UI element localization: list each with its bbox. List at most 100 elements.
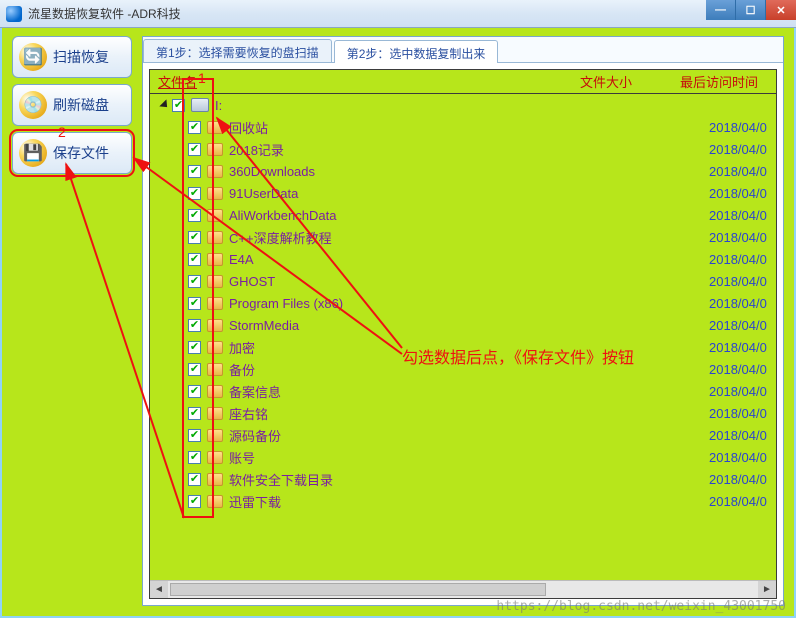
file-name: 360Downloads [229,164,609,179]
folder-icon [207,275,223,288]
folder-icon [207,143,223,156]
folder-icon [207,385,223,398]
file-row[interactable]: ✔91UserData2018/04/0 [150,182,776,204]
folder-icon [207,165,223,178]
checkbox[interactable]: ✔ [188,275,201,288]
col-lastaccess[interactable]: 最后访问时间 [680,72,776,91]
file-row[interactable]: ✔ 加密 2018/04/0 [150,336,776,358]
file-name: 座右铭 [229,404,609,423]
checkbox[interactable]: ✔ [188,473,201,486]
checkbox[interactable]: ✔ [188,451,201,464]
client-area: 🔄 扫描恢复 💿 刷新磁盘 💾 保存文件 第1步：选择需要恢复的盘扫描 第2步：… [0,28,796,618]
folder-icon [207,363,223,376]
file-row[interactable]: ✔座右铭2018/04/0 [150,402,776,424]
scan-recover-button[interactable]: 🔄 扫描恢复 [12,36,132,78]
file-date: 2018/04/0 [709,230,767,245]
checkbox[interactable]: ✔ [188,187,201,200]
scroll-thumb[interactable] [170,583,546,596]
file-name: 加密 [229,338,609,357]
file-row[interactable]: ✔回收站2018/04/0 [150,116,776,138]
file-date: 2018/04/0 [709,296,767,311]
checkbox[interactable]: ✔ [188,209,201,222]
app-icon [6,6,22,22]
sidebar-btn-label: 刷新磁盘 [53,95,109,115]
tab-step2[interactable]: 第2步：选中数据复制出来 [334,40,499,63]
file-row[interactable]: ✔C++深度解析教程2018/04/0 [150,226,776,248]
file-name: E4A [229,252,609,267]
file-date: 2018/04/0 [709,208,767,223]
file-row[interactable]: ✔ 软件安全下载目录 2018/04/0 [150,468,776,490]
tab-step1[interactable]: 第1步：选择需要恢复的盘扫描 [143,39,332,62]
file-name: 软件安全下载目录 [229,470,609,489]
file-row[interactable]: ✔迅雷下载2018/04/0 [150,490,776,512]
checkbox[interactable]: ✔ [188,429,201,442]
file-row[interactable]: ✔ StormMedia 2018/04/0 [150,314,776,336]
file-row[interactable]: ✔AliWorkbenchData2018/04/0 [150,204,776,226]
root-label: I: [215,98,595,113]
file-name: 回收站 [229,118,609,137]
file-date: 2018/04/0 [709,472,767,487]
horizontal-scrollbar[interactable]: ◄ ► [150,580,776,598]
folder-icon [207,209,223,222]
folder-icon [207,121,223,134]
main-panel: 第1步：选择需要恢复的盘扫描 第2步：选中数据复制出来 文件名 文件大小 最后访… [142,36,784,606]
expand-icon[interactable] [159,99,170,110]
checkbox[interactable]: ✔ [188,407,201,420]
file-row[interactable]: ✔ E4A 2018/04/0 [150,248,776,270]
checkbox[interactable]: ✔ [188,297,201,310]
folder-icon [207,341,223,354]
save-icon: 💾 [19,139,47,167]
col-filename[interactable]: 文件名 [150,72,580,91]
checkbox[interactable]: ✔ [172,99,185,112]
scroll-right-button[interactable]: ► [758,581,776,598]
file-name: StormMedia [229,318,609,333]
save-file-button[interactable]: 💾 保存文件 [12,132,132,174]
checkbox[interactable]: ✔ [188,165,201,178]
file-row[interactable]: ✔备份2018/04/0 [150,358,776,380]
tree-root-row[interactable]: ✔ I: [150,94,776,116]
file-date: 2018/04/0 [709,252,767,267]
checkbox[interactable]: ✔ [188,385,201,398]
file-row[interactable]: ✔源码备份2018/04/0 [150,424,776,446]
tab-strip: 第1步：选择需要恢复的盘扫描 第2步：选中数据复制出来 [143,37,783,63]
folder-icon [207,495,223,508]
folder-icon [207,297,223,310]
folder-icon [207,253,223,266]
checkbox[interactable]: ✔ [188,341,201,354]
file-row[interactable]: ✔ Program Files (x86) 2018/04/0 [150,292,776,314]
minimize-button[interactable]: — [706,0,736,20]
checkbox[interactable]: ✔ [188,363,201,376]
file-date: 2018/04/0 [709,340,767,355]
folder-icon [207,407,223,420]
checkbox[interactable]: ✔ [188,143,201,156]
checkbox[interactable]: ✔ [188,495,201,508]
file-row[interactable]: ✔2018记录2018/04/0 [150,138,776,160]
file-name: 备案信息 [229,382,609,401]
folder-icon [207,319,223,332]
scroll-left-button[interactable]: ◄ [150,581,168,598]
file-row[interactable]: ✔GHOST2018/04/0 [150,270,776,292]
file-row[interactable]: ✔备案信息2018/04/0 [150,380,776,402]
close-button[interactable]: ✕ [766,0,796,20]
maximize-button[interactable]: ☐ [736,0,766,20]
file-row[interactable]: ✔账号2018/04/0 [150,446,776,468]
col-filesize[interactable]: 文件大小 [580,72,680,91]
window-controls: — ☐ ✕ [706,0,796,20]
file-name: 迅雷下载 [229,492,609,511]
sidebar: 🔄 扫描恢复 💿 刷新磁盘 💾 保存文件 [12,36,132,174]
checkbox[interactable]: ✔ [188,231,201,244]
file-name: Program Files (x86) [229,296,609,311]
file-row[interactable]: ✔360Downloads2018/04/0 [150,160,776,182]
folder-icon [207,187,223,200]
window-titlebar: 流星数据恢复软件 -ADR科技 — ☐ ✕ [0,0,796,28]
checkbox[interactable]: ✔ [188,253,201,266]
drive-icon [191,98,209,112]
refresh-disk-button[interactable]: 💿 刷新磁盘 [12,84,132,126]
file-date: 2018/04/0 [709,450,767,465]
folder-icon [207,231,223,244]
checkbox[interactable]: ✔ [188,121,201,134]
folder-icon [207,429,223,442]
file-date: 2018/04/0 [709,318,767,333]
checkbox[interactable]: ✔ [188,319,201,332]
file-date: 2018/04/0 [709,274,767,289]
